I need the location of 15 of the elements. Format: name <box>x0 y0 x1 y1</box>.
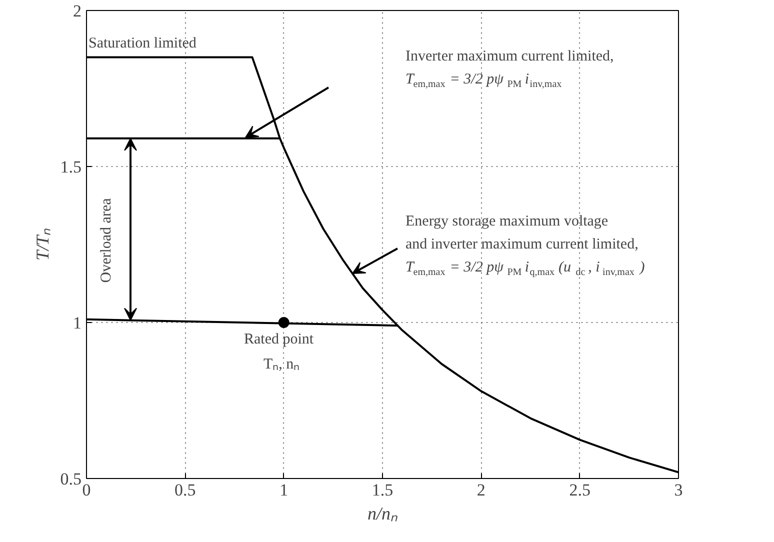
annotation: Rated point Tₙ, nₙ <box>244 332 314 372</box>
x-tick-label: 0 <box>82 480 91 500</box>
x-tick-label: 0.5 <box>174 480 196 500</box>
x-tick-label: 1.5 <box>372 480 394 500</box>
annotation: Overload area <box>98 198 114 283</box>
y-tick-label: 1.5 <box>60 158 82 176</box>
y-axis-title: T/Tₙ <box>32 227 52 261</box>
x-axis-title: n/nₙ <box>368 504 398 524</box>
y-tick-label: 1 <box>73 314 82 332</box>
x-tick-label: 3 <box>674 480 683 500</box>
x-tick-label: 2 <box>476 480 486 500</box>
y-tick-label: 2 <box>73 2 82 20</box>
annotation: Saturation limited <box>88 35 197 52</box>
x-tick-label: 1 <box>280 480 288 500</box>
x-tick-label: 2.5 <box>569 480 590 500</box>
